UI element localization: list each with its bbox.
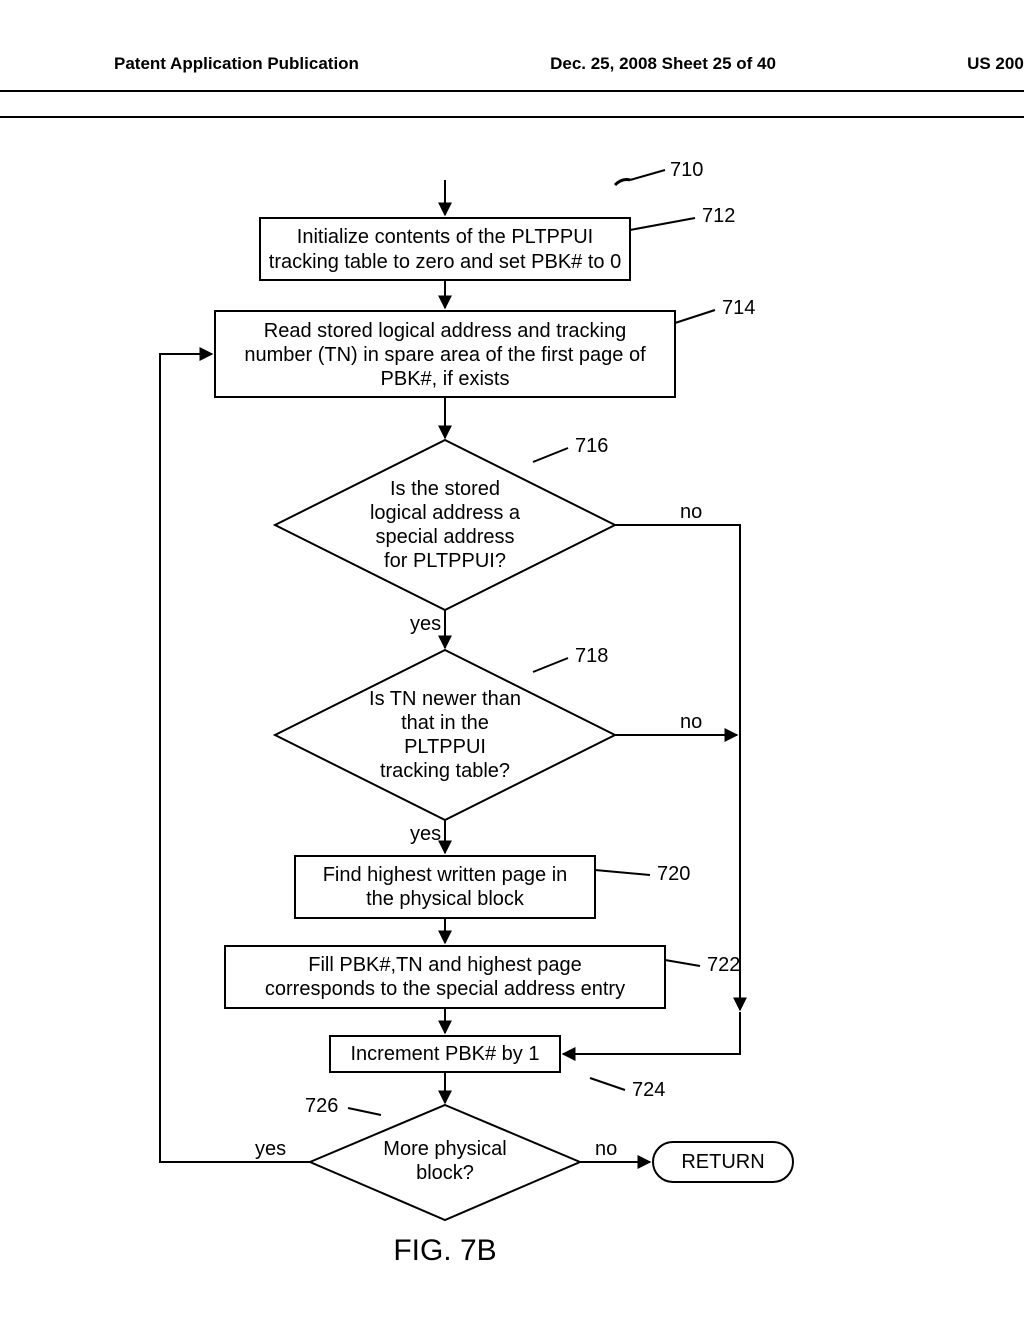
decision-718-t4: tracking table? bbox=[380, 760, 510, 782]
no-716: no bbox=[680, 501, 702, 523]
process-720-t1: Find highest written page in bbox=[323, 864, 568, 886]
process-720-t2: the physical block bbox=[366, 888, 525, 910]
process-714-text1: Read stored logical address and tracking bbox=[264, 320, 626, 342]
no-718: no bbox=[680, 711, 702, 733]
process-714-text2: number (TN) in spare area of the first p… bbox=[244, 344, 646, 366]
ref-712: 712 bbox=[702, 205, 735, 227]
decision-718-t1: Is TN newer than bbox=[369, 688, 521, 710]
decision-718 bbox=[275, 650, 615, 820]
decision-716-t2: logical address a bbox=[370, 502, 521, 524]
process-722-t2: corresponds to the special address entry bbox=[265, 978, 625, 1000]
decision-716-t1: Is the stored bbox=[390, 478, 500, 500]
ref-718: 718 bbox=[575, 645, 608, 667]
decision-716-t4: for PLTPPUI? bbox=[384, 550, 506, 572]
flowchart: 710 Initialize contents of the PLTPPUI t… bbox=[0, 130, 1024, 1315]
return-text: RETURN bbox=[681, 1151, 764, 1173]
decision-718-t2: that in the bbox=[401, 712, 489, 734]
yes-718: yes bbox=[410, 823, 441, 845]
decision-726-t2: block? bbox=[416, 1162, 474, 1184]
ref-722: 722 bbox=[707, 954, 740, 976]
process-712-text2: tracking table to zero and set PBK# to 0 bbox=[269, 251, 621, 273]
process-724-t: Increment PBK# by 1 bbox=[351, 1043, 540, 1065]
figure-label: FIG. 7B bbox=[393, 1234, 496, 1267]
no-726: no bbox=[595, 1138, 617, 1160]
decision-718-t3: PLTPPUI bbox=[404, 736, 486, 758]
process-714-text3: PBK#, if exists bbox=[381, 368, 510, 390]
decision-716-t3: special address bbox=[376, 526, 515, 548]
decision-726-t1: More physical bbox=[383, 1138, 506, 1160]
process-722-t1: Fill PBK#,TN and highest page bbox=[308, 954, 582, 976]
ref-716: 716 bbox=[575, 435, 608, 457]
decision-716 bbox=[275, 440, 615, 610]
ref-714: 714 bbox=[722, 297, 755, 319]
ref-726: 726 bbox=[305, 1095, 338, 1117]
ref-724: 724 bbox=[632, 1079, 665, 1101]
yes-726: yes bbox=[255, 1138, 286, 1160]
ref-710: 710 bbox=[670, 159, 703, 181]
page: Patent Application Publication Dec. 25, … bbox=[0, 0, 1024, 1320]
ref-720: 720 bbox=[657, 863, 690, 885]
process-712-text1: Initialize contents of the PLTPPUI bbox=[297, 226, 593, 248]
page-header-rule bbox=[0, 90, 1024, 118]
yes-716: yes bbox=[410, 613, 441, 635]
